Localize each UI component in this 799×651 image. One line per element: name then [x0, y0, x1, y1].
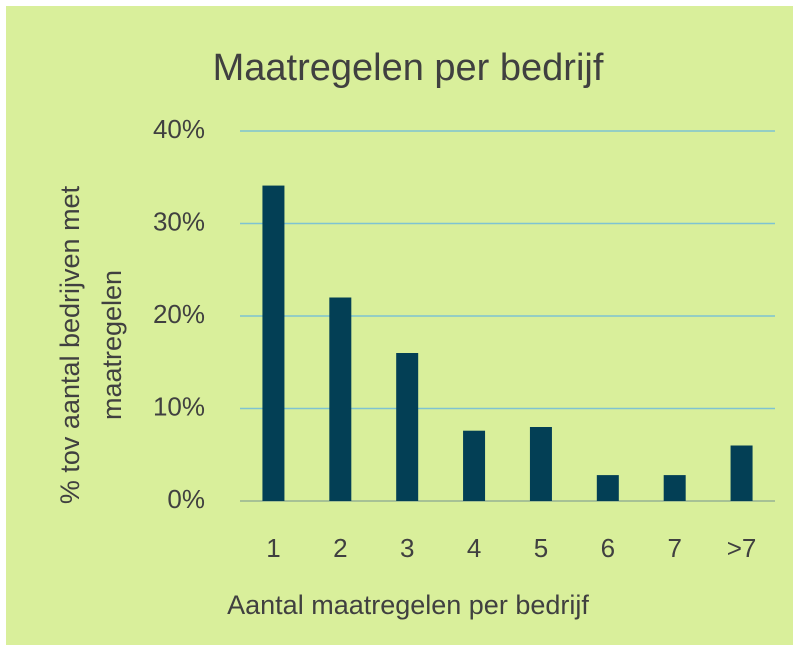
bar	[529, 427, 552, 501]
bar	[396, 353, 419, 501]
bar	[730, 445, 753, 501]
x-tick-label: 7	[667, 533, 681, 563]
bar	[596, 475, 619, 501]
y-axis-label: % tov aantal bedrijven met maatregelen	[55, 185, 127, 504]
bar	[262, 185, 285, 501]
y-tick-label: 20%	[153, 299, 205, 329]
y-axis-label-line: % tov aantal bedrijven met	[55, 185, 85, 504]
x-tick-label: 4	[467, 533, 481, 563]
x-tick-label: 6	[601, 533, 615, 563]
chart-background	[6, 6, 793, 645]
chart-title: Maatregelen per bedrijf	[213, 47, 604, 89]
bar	[663, 475, 686, 501]
x-tick-label: 2	[333, 533, 347, 563]
x-tick-label: 5	[534, 533, 548, 563]
x-tick-label: 1	[266, 533, 280, 563]
x-tick-label: >7	[727, 533, 757, 563]
x-tick-label: 3	[400, 533, 414, 563]
y-axis-label-line: maatregelen	[97, 270, 127, 420]
y-tick-label: 0%	[167, 484, 205, 514]
bar	[329, 297, 352, 501]
x-axis-label: Aantal maatregelen per bedrijf	[227, 590, 589, 620]
bar	[463, 430, 486, 501]
y-tick-label: 40%	[153, 114, 205, 144]
y-tick-label: 30%	[153, 206, 205, 236]
y-tick-label: 10%	[153, 391, 205, 421]
